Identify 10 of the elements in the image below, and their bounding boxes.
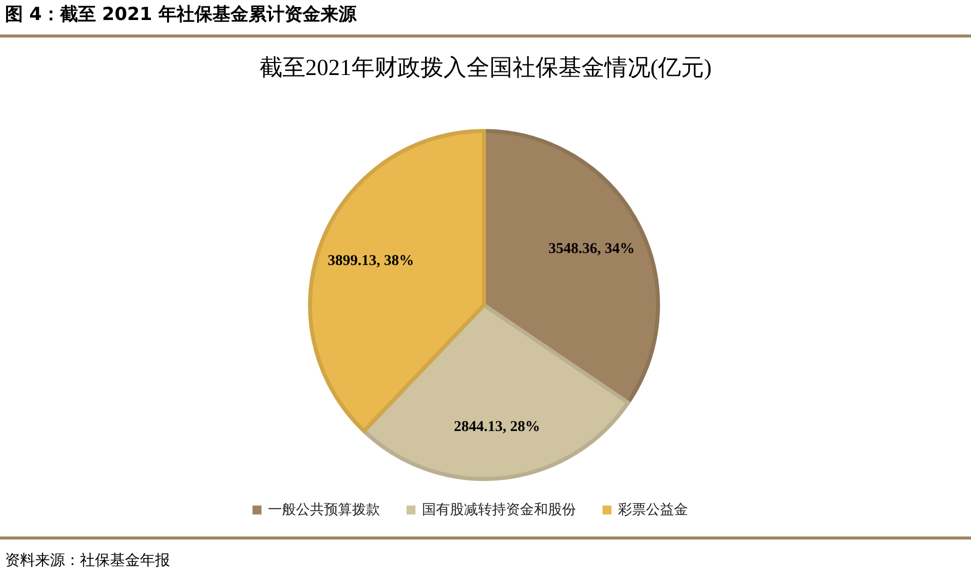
chart-title: 截至2021年财政拨入全国社保基金情况(亿元) [259, 55, 712, 80]
data-label: 3899.13, 38% [328, 252, 414, 269]
pie-slice [362, 303, 630, 481]
data-label: 2844.13, 28% [454, 419, 540, 436]
legend-label: 国有股减转持资金和股份 [422, 502, 576, 518]
text: 资料来源：社保基金年报 [5, 552, 170, 569]
data-label: 3548.36, 34% [548, 240, 635, 257]
legend-label: 一般公共预算拨款 [268, 502, 380, 518]
caption: 图 4：截至 2021 年社保基金累计资金来源 [5, 4, 358, 25]
legend-label: 彩票公益金 [618, 502, 688, 518]
